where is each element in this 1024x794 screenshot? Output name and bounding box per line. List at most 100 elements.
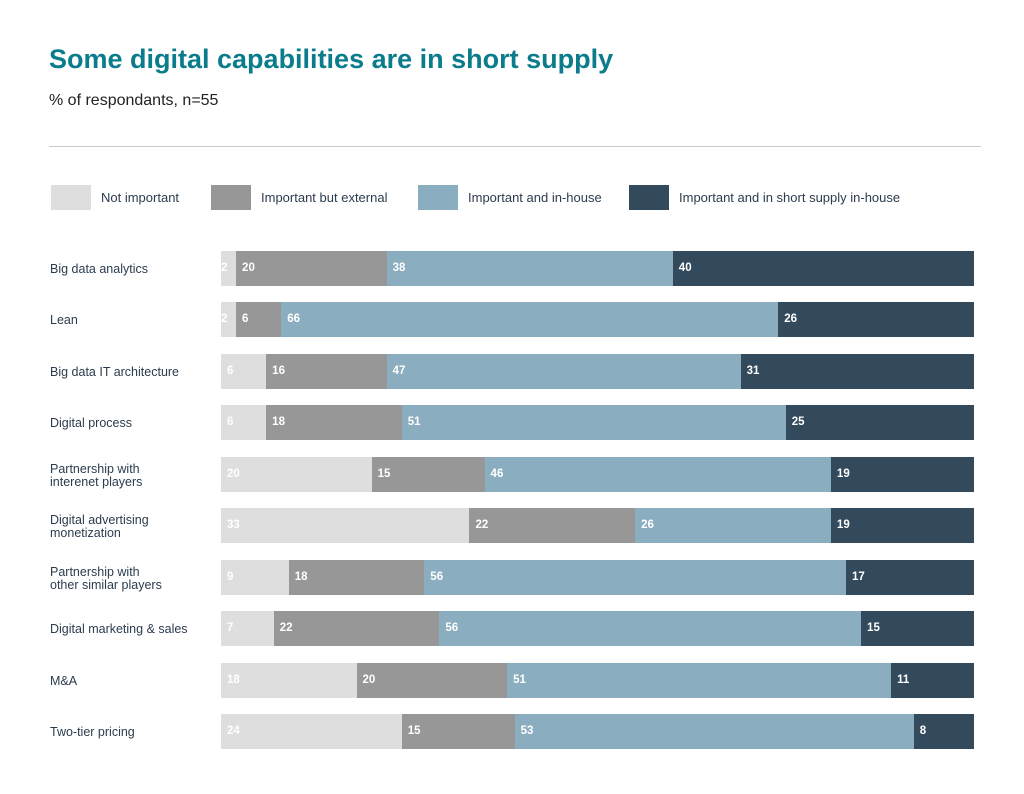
bar-segment xyxy=(266,405,402,440)
category-label: Digital advertising monetization xyxy=(50,512,149,540)
bar-segment xyxy=(221,714,402,749)
data-label: 18 xyxy=(294,571,308,583)
bar-segment xyxy=(913,714,974,749)
category-label: Big data analytics xyxy=(50,262,148,276)
legend-swatch xyxy=(629,184,669,210)
bar-segment xyxy=(221,663,357,698)
legend-label: Important but external xyxy=(261,189,388,205)
data-label: 56 xyxy=(445,622,459,634)
data-label: 66 xyxy=(287,313,301,325)
data-label: 56 xyxy=(430,571,444,583)
category-label: M&A xyxy=(50,674,78,688)
bar-segment xyxy=(221,508,470,543)
data-label: 22 xyxy=(475,519,489,531)
data-label: 6 xyxy=(242,313,249,325)
data-label: 18 xyxy=(227,674,240,686)
data-label: 46 xyxy=(490,468,504,480)
bar-segment xyxy=(740,354,974,389)
bar-segment xyxy=(672,251,974,286)
bar-segment xyxy=(845,560,974,595)
bar-segment xyxy=(401,714,515,749)
bar-segment xyxy=(281,302,779,337)
divider xyxy=(49,146,981,147)
category-label: Two-tier pricing xyxy=(50,725,135,739)
data-label: 18 xyxy=(272,416,285,428)
legend-swatch xyxy=(211,184,251,210)
category-label: Partnership with interenet players xyxy=(50,461,143,489)
bar-segment xyxy=(785,405,974,440)
data-label: 15 xyxy=(377,468,391,480)
data-label: 47 xyxy=(392,365,406,377)
data-label: 26 xyxy=(784,313,798,325)
data-label: 26 xyxy=(641,519,654,531)
bar-segment xyxy=(221,560,289,595)
data-label: 17 xyxy=(851,571,865,583)
bar-segment xyxy=(221,354,267,389)
data-label: 9 xyxy=(227,571,234,583)
bar-segment xyxy=(635,508,831,543)
bar-segment xyxy=(221,457,372,492)
chart-title: Some digital capabilities are in short s… xyxy=(49,44,614,74)
data-label: 7 xyxy=(227,622,234,634)
legend-item-not-important: Not important xyxy=(51,184,179,210)
legend-item-important-inhouse: Important and in-house xyxy=(418,184,602,210)
category-label: Lean xyxy=(50,313,78,327)
bar-segment xyxy=(778,302,974,337)
data-label: 51 xyxy=(407,416,421,428)
bar-segment xyxy=(236,251,387,286)
bar-segment xyxy=(288,560,425,595)
legend-swatch xyxy=(51,184,91,210)
bar-segment xyxy=(266,354,387,389)
bar-segment xyxy=(861,611,974,646)
data-label: 11 xyxy=(897,674,910,686)
data-label: 20 xyxy=(242,262,255,274)
data-label: 33 xyxy=(227,519,240,531)
bar-segment xyxy=(221,302,237,337)
bar-segment xyxy=(401,405,786,440)
data-label: 40 xyxy=(678,262,692,274)
data-label: 15 xyxy=(867,622,880,634)
data-label: 25 xyxy=(791,416,805,428)
bar-segment xyxy=(484,457,831,492)
bar-segment xyxy=(830,457,974,492)
legend-label: Important and in short supply in-house xyxy=(679,189,901,205)
category-label: Partnership with other similar players xyxy=(50,564,162,592)
data-label: 6 xyxy=(227,416,234,428)
category-label: Digital marketing & sales xyxy=(50,622,188,636)
data-label: 20 xyxy=(227,468,240,480)
data-label: 24 xyxy=(227,725,240,737)
bar-segment xyxy=(891,663,974,698)
data-label: 15 xyxy=(407,725,421,737)
legend-label: Not important xyxy=(101,189,180,205)
data-label: 38 xyxy=(392,262,406,274)
bar-segment xyxy=(469,508,636,543)
legend-label: Important and in-house xyxy=(468,189,602,205)
data-label: 20 xyxy=(362,674,376,686)
legend-item-important-external: Important but external xyxy=(211,184,387,210)
chart-subtitle: % of respondants, n=55 xyxy=(49,92,219,109)
legend-item-short-supply: Important and in short supply in-house xyxy=(629,184,900,210)
data-label: 22 xyxy=(279,622,293,634)
bar-segment xyxy=(273,611,440,646)
bar-segment xyxy=(386,354,741,389)
bar-segment xyxy=(236,302,282,337)
bar-segment xyxy=(221,611,274,646)
bar-segment xyxy=(439,611,862,646)
data-label: 31 xyxy=(746,365,760,377)
data-label: 19 xyxy=(836,519,850,531)
data-label: 51 xyxy=(513,674,526,686)
data-label: 16 xyxy=(272,365,285,377)
bar-segment xyxy=(221,405,267,440)
bar-segment xyxy=(221,251,237,286)
data-label: 19 xyxy=(836,468,850,480)
legend-swatch xyxy=(418,184,458,210)
data-label: 6 xyxy=(227,365,234,377)
data-label: 53 xyxy=(520,725,534,737)
bar-segment xyxy=(424,560,846,595)
bar-segment xyxy=(514,714,914,749)
category-label: Big data IT architecture xyxy=(50,365,180,379)
bar-segment xyxy=(371,457,485,492)
bar-segment xyxy=(386,251,673,286)
data-label: 2 xyxy=(221,262,228,274)
bar-segment xyxy=(830,508,974,543)
